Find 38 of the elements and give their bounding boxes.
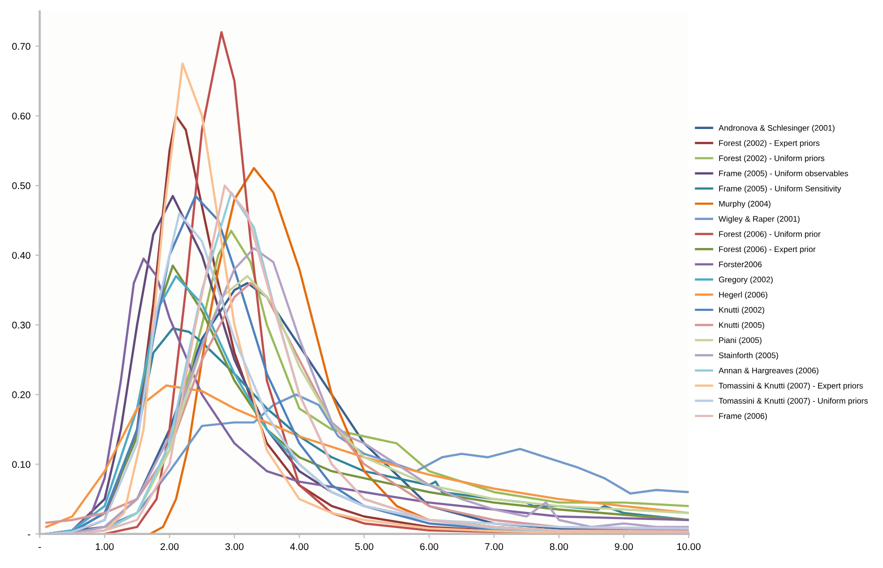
x-tick-label: 10.00: [677, 543, 701, 550]
x-tick-label: 8.00: [550, 543, 568, 550]
y-tick-label: 0.30: [12, 322, 30, 329]
x-tick-label: 6.00: [420, 543, 438, 550]
legend-label: Gregory (2002): [718, 276, 773, 284]
legend-label: Knutti (2005): [719, 322, 764, 330]
x-tick-label: 1.00: [96, 543, 114, 550]
legend-label: Piani (2005): [719, 337, 762, 345]
legend-label: Forest (2002) - Expert priors: [719, 140, 820, 148]
legend-label: Forster2006: [719, 262, 762, 268]
x-tick-label: 2.00: [160, 543, 179, 550]
legend-label: Frame (2005) - Uniform Sensitivity: [719, 185, 842, 194]
y-tick-label: 0.50: [12, 182, 30, 190]
y-tick-label: 0.20: [12, 391, 30, 398]
legend-label: Stainforth (2005): [718, 352, 778, 360]
y-tick-label: 0.70: [12, 42, 30, 50]
legend-label: Frame (2005) - Uniform observables: [719, 170, 848, 178]
y-tick-label: 0.40: [12, 252, 30, 259]
x-tick-label: 3.00: [225, 543, 244, 550]
legend-label: Wigley & Raper (2001): [718, 216, 800, 224]
x-tick-label: 7.00: [485, 543, 504, 550]
y-tick-label: -: [28, 534, 30, 536]
legend-label: Tomassini & Knutti (2007) - Uniform priors: [718, 398, 868, 406]
legend-label: Forest (2006) - Uniform prior: [719, 230, 820, 238]
legend-label: Frame (2006): [719, 412, 767, 420]
legend-label: Annan & Hargreaves (2006): [718, 367, 818, 375]
x-tick-label: 5.00: [355, 543, 374, 550]
legend-label: Tomassini & Knutti (2007) - Expert priors: [718, 382, 863, 390]
legend-label: Knutti (2002): [719, 306, 764, 314]
y-tick-label: 0.10: [12, 460, 30, 468]
legend-label: Andronova & Schlesinger (2001): [718, 124, 834, 132]
legend-label: Forest (2002) - Uniform priors: [719, 155, 824, 163]
legend-label: Hegerl (2006): [719, 292, 768, 300]
y-tick-label: 0.60: [12, 112, 30, 120]
x-tick-label: 9.00: [614, 543, 633, 550]
legend-label: Murphy (2004): [719, 200, 770, 208]
x-tick-label: 4.00: [290, 543, 308, 550]
legend-label: Forest (2006) - Expert prior: [719, 246, 816, 254]
